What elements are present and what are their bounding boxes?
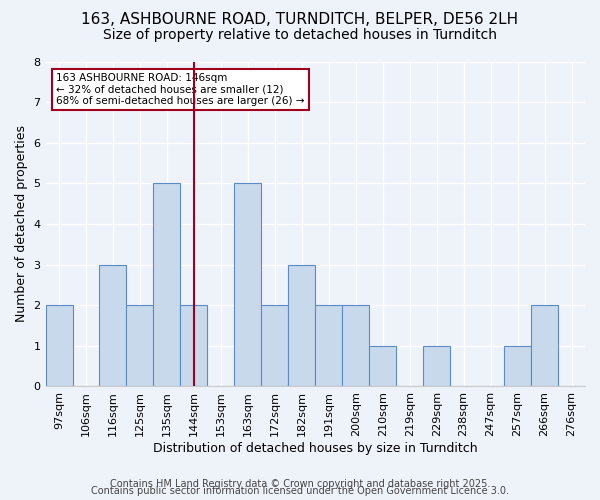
Text: Contains public sector information licensed under the Open Government Licence 3.: Contains public sector information licen…: [91, 486, 509, 496]
Bar: [100, 264, 127, 386]
Bar: [423, 346, 450, 387]
Bar: [235, 184, 262, 386]
Text: 163, ASHBOURNE ROAD, TURNDITCH, BELPER, DE56 2LH: 163, ASHBOURNE ROAD, TURNDITCH, BELPER, …: [82, 12, 518, 28]
Bar: [531, 305, 558, 386]
Bar: [127, 305, 154, 386]
Y-axis label: Number of detached properties: Number of detached properties: [15, 126, 28, 322]
Bar: [154, 184, 181, 386]
Bar: [315, 305, 342, 386]
Text: Size of property relative to detached houses in Turnditch: Size of property relative to detached ho…: [103, 28, 497, 42]
Text: Contains HM Land Registry data © Crown copyright and database right 2025.: Contains HM Land Registry data © Crown c…: [110, 479, 490, 489]
Text: 163 ASHBOURNE ROAD: 146sqm
← 32% of detached houses are smaller (12)
68% of semi: 163 ASHBOURNE ROAD: 146sqm ← 32% of deta…: [56, 73, 305, 106]
Bar: [181, 305, 208, 386]
Bar: [288, 264, 315, 386]
X-axis label: Distribution of detached houses by size in Turnditch: Distribution of detached houses by size …: [153, 442, 478, 455]
Bar: [369, 346, 396, 387]
Bar: [504, 346, 531, 387]
Bar: [342, 305, 369, 386]
Bar: [46, 305, 73, 386]
Bar: [262, 305, 288, 386]
